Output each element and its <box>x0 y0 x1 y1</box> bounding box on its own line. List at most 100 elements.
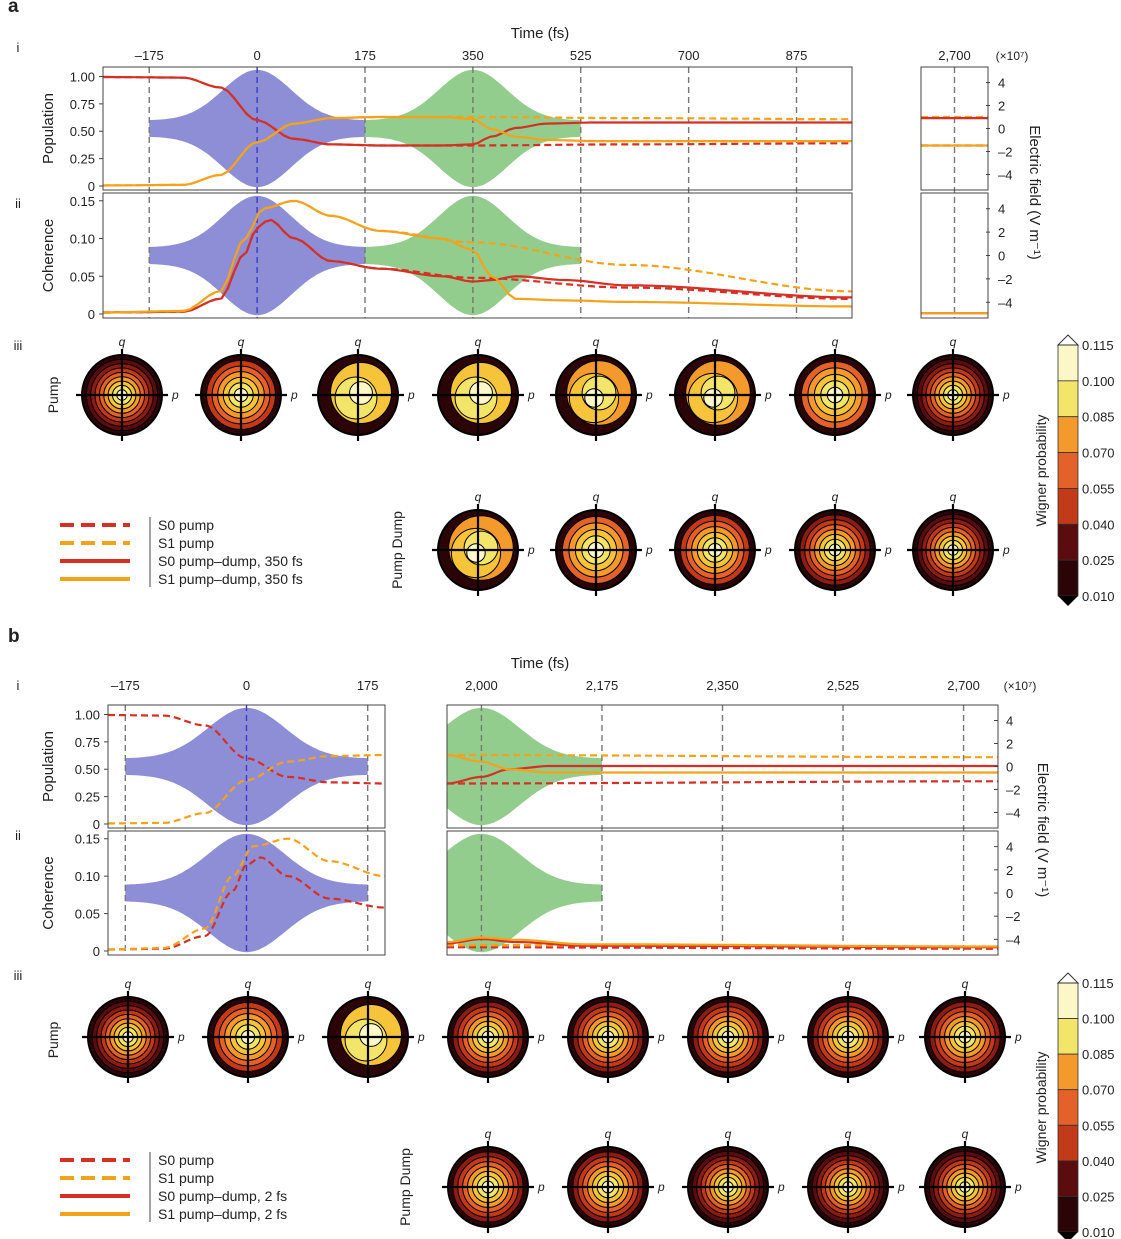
wigner-p-label: p <box>777 1030 785 1044</box>
wigner-q-label: q <box>725 977 732 991</box>
series-line <box>107 753 385 825</box>
wigner-p-label: p <box>884 388 892 402</box>
wigner-p-label: p <box>645 388 653 402</box>
panel-label: a <box>8 0 19 17</box>
wigner-pump--175: qp <box>76 335 179 441</box>
colorbar-tick-label: 0.025 <box>1082 1189 1115 1204</box>
series-lines-layer <box>102 75 998 951</box>
wigner-pumpdump-2700: qp <box>919 1127 1022 1233</box>
x-tick-label: 875 <box>786 48 808 63</box>
wigner-pumpdump-2000: qp <box>442 1127 545 1233</box>
wigner-q-label: q <box>485 977 492 991</box>
wigner-pump-2525: qp <box>802 977 905 1083</box>
wigner-q-label: q <box>712 490 719 504</box>
wigner-q-label: q <box>605 1127 612 1141</box>
y-tick-label: 0.50 <box>75 762 100 777</box>
wigner-pump-700: qp <box>669 335 772 441</box>
wigner-q-label: q <box>475 490 482 504</box>
wigner-contour <box>703 388 723 408</box>
legend-label: S0 pump <box>158 517 214 533</box>
wigner-p-label: p <box>527 543 535 557</box>
colorbar-tick-label: 0.115 <box>1082 338 1114 353</box>
x-tick-label: –175 <box>111 678 140 693</box>
colorbar-tick-label: 0.070 <box>1082 446 1115 461</box>
pop-frame-left <box>107 704 386 829</box>
wigner-q-label: q <box>962 1127 969 1141</box>
y-tick-label: 0.10 <box>70 232 95 247</box>
series-line <box>103 218 852 314</box>
colorbar-tick-label: 0.070 <box>1082 1083 1115 1098</box>
coh-frame-left <box>107 830 386 956</box>
y-tick-label: 0 <box>88 307 95 322</box>
wigner-pump-2350: qp <box>682 977 785 1083</box>
legend-label: S0 pump <box>158 1152 214 1168</box>
wigner-q-label: q <box>245 977 252 991</box>
x-axis-title: Time (fs) <box>511 655 570 672</box>
x-tick-label: 350 <box>462 48 484 63</box>
y-tick-label: 0 <box>93 944 100 959</box>
wigner-p-label: p <box>897 1030 905 1044</box>
colorbar-segment <box>1057 380 1079 418</box>
wigner-pump-2000: qp <box>442 977 545 1083</box>
colorbar-tick-label: 0.100 <box>1082 374 1115 389</box>
field-tick-label: 0 <box>1006 760 1013 775</box>
wigner-p-label: p <box>1014 1030 1022 1044</box>
series-line <box>102 115 852 187</box>
wigner-p-label: p <box>297 1030 305 1044</box>
y-axis-title: Population <box>40 731 57 802</box>
pop-frame-left <box>102 66 853 191</box>
colorbar: 0.115 0.100 0.085 0.070 0.055 0.040 0.025 0.010… <box>1033 334 1115 606</box>
wigner-p-label: p <box>177 1030 185 1044</box>
wigner-p-label: p <box>764 543 772 557</box>
y-tick-label: 0.05 <box>75 907 100 922</box>
field-tick-label: 4 <box>998 76 1005 91</box>
field-tick-label: –2 <box>1006 783 1020 798</box>
colorbar-bottom-cap <box>1058 596 1078 606</box>
legend-label: S1 pump <box>158 535 214 551</box>
wigner-q-label: q <box>485 1127 492 1141</box>
colorbar-segment <box>1057 523 1079 561</box>
field-envelope-dump_pulse <box>447 833 602 953</box>
field-tick-label: 4 <box>1006 714 1013 729</box>
legend-layer: S0 pump S1 pump S0 pump–dump, 350 fs S1 pum… <box>60 517 303 1222</box>
wigner-q-label: q <box>962 977 969 991</box>
wigner-pumpdump-700: qp <box>669 490 772 596</box>
wigner-pump-0: qp <box>202 977 305 1083</box>
y-tick-label: 0.10 <box>75 869 100 884</box>
wigner-pump-0: qp <box>195 335 298 441</box>
field-tick-label: 4 <box>1006 840 1013 855</box>
wigner-p-label: p <box>884 543 892 557</box>
y-tick-label: 0 <box>93 817 100 832</box>
colorbar-tick-label: 0.025 <box>1082 553 1115 568</box>
wigner-pump-175: qp <box>312 335 415 441</box>
series-line <box>446 936 998 948</box>
x-tick-label: 2,350 <box>706 678 739 693</box>
wigner-contour <box>584 388 604 408</box>
wigner-p-label: p <box>764 388 772 402</box>
series-line <box>446 753 998 774</box>
wigner-q-label: q <box>950 490 957 504</box>
wigner-pumpdump-2350: qp <box>682 1127 785 1233</box>
x-tick-label: 2,525 <box>827 678 860 693</box>
colorbar-tick-label: 0.040 <box>1082 1154 1115 1169</box>
legend-label: S1 pump <box>158 1170 214 1186</box>
colorbar-tick-label: 0.085 <box>1082 1047 1115 1062</box>
wigner-q-label: q <box>950 335 957 349</box>
wigner-row-label-pump: Pump <box>45 377 61 414</box>
y-axis-title: Coherence <box>40 219 57 292</box>
field-envelope-pump_pulse <box>149 195 365 316</box>
field-tick-label: –4 <box>998 295 1012 310</box>
colorbar-segment <box>1057 1089 1079 1126</box>
wigner-row-label-pumpdump: Pump Dump <box>389 511 405 589</box>
coh-frame-left <box>102 192 853 319</box>
colorbar-tick-label: 0.055 <box>1082 481 1115 496</box>
x-tick-label: 2,700 <box>947 678 980 693</box>
colorbar-segment <box>1057 452 1079 489</box>
field-tick-label: –4 <box>998 168 1012 183</box>
y-tick-label: 0 <box>88 179 95 194</box>
wigner-p-label: p <box>1014 1180 1022 1194</box>
legend-label: S0 pump–dump, 350 fs <box>158 553 303 569</box>
wigner-pump-350: qp <box>432 335 535 441</box>
y-tick-label: 0.25 <box>75 790 100 805</box>
